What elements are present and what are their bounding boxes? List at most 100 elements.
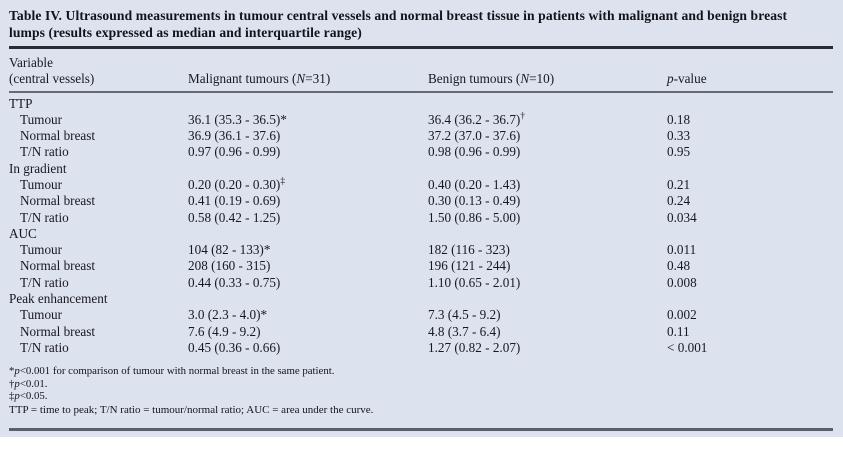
- value-text: 36.4 (36.2 - 36.7): [428, 111, 521, 127]
- malignant-value: 3.0 (2.3 - 4.0)*: [188, 307, 428, 323]
- table-panel: Table IV. Ultrasound measurements in tum…: [0, 0, 843, 437]
- benign-value: 7.3 (4.5 - 9.2): [428, 307, 667, 323]
- title-divider: [9, 46, 833, 49]
- header-malignant-suffix: =31): [305, 70, 331, 86]
- table-row: Tumour 104 (82 - 133)* 182 (116 - 323) 0…: [9, 242, 833, 258]
- value-text: 0.45 (0.36 - 0.66): [188, 339, 281, 355]
- header-divider: [9, 90, 833, 93]
- value-text: 1.27 (0.82 - 2.07): [428, 339, 521, 355]
- malignant-value: 36.9 (36.1 - 37.6): [188, 128, 428, 144]
- value-text: 7.3 (4.5 - 9.2): [428, 307, 501, 323]
- row-label: Tumour: [20, 307, 63, 323]
- footnotes: *p<0.001 for comparison of tumour with n…: [9, 365, 833, 416]
- benign-value: 1.10 (0.65 - 2.01): [428, 275, 667, 291]
- header-pvalue-suffix: -value: [673, 70, 707, 86]
- row-label: Normal breast: [20, 193, 96, 209]
- table-row: Tumour 0.20 (0.20 - 0.30)‡ 0.40 (0.20 - …: [9, 177, 833, 193]
- benign-value: 4.8 (3.7 - 6.4): [428, 324, 667, 340]
- table-row: Normal breast 36.9 (36.1 - 37.6) 37.2 (3…: [9, 128, 833, 144]
- row-label: T/N ratio: [20, 339, 69, 355]
- footnote-star: *p<0.001 for comparison of tumour with n…: [9, 365, 833, 377]
- value-text: 36.9 (36.1 - 37.6): [188, 128, 281, 144]
- header-benign-n: N: [520, 70, 530, 86]
- table-row: T/N ratio 0.44 (0.33 - 0.75) 1.10 (0.65 …: [9, 275, 833, 291]
- table-row: T/N ratio 0.45 (0.36 - 0.66) 1.27 (0.82 …: [9, 340, 833, 356]
- footnote-text: <0.01.: [19, 377, 48, 390]
- header-benign-suffix: =10): [529, 70, 555, 86]
- value-text: 0.30 (0.13 - 0.49): [428, 193, 521, 209]
- benign-value: 36.4 (36.2 - 36.7)†: [428, 112, 667, 128]
- table-row: Normal breast 0.41 (0.19 - 0.69) 0.30 (0…: [9, 193, 833, 209]
- row-label: T/N ratio: [20, 144, 69, 160]
- section-header-row-in-gradient: In gradient: [9, 161, 833, 177]
- footnote-text: <0.001 for comparison of tumour with nor…: [19, 365, 335, 378]
- p-value: 0.011: [667, 242, 697, 258]
- section-label: In gradient: [9, 160, 67, 176]
- table-row: T/N ratio 0.58 (0.42 - 1.25) 1.50 (0.86 …: [9, 210, 833, 226]
- value-text: 7.6 (4.9 - 9.2): [188, 323, 261, 339]
- section-label: Peak enhancement: [9, 291, 108, 307]
- value-text: 36.1 (35.3 - 36.5)*: [188, 111, 287, 127]
- benign-value: 0.98 (0.96 - 0.99): [428, 144, 667, 160]
- header-variable-line2: (central vessels): [9, 70, 95, 86]
- table-row: Tumour 36.1 (35.3 - 36.5)* 36.4 (36.2 - …: [9, 112, 833, 128]
- malignant-value: 208 (160 - 315): [188, 258, 428, 274]
- malignant-value: 36.1 (35.3 - 36.5)*: [188, 112, 428, 128]
- malignant-value: 0.44 (0.33 - 0.75): [188, 275, 428, 291]
- section-header-row-peak-enhancement: Peak enhancement: [9, 291, 833, 307]
- value-text: 1.10 (0.65 - 2.01): [428, 274, 521, 290]
- p-value: 0.48: [667, 258, 691, 274]
- malignant-value: 0.45 (0.36 - 0.66): [188, 340, 428, 356]
- table-header: Variable (central vessels) Malignant tum…: [9, 55, 833, 87]
- row-label: T/N ratio: [20, 209, 69, 225]
- p-value: 0.18: [667, 111, 691, 127]
- malignant-value: 0.58 (0.42 - 1.25): [188, 210, 428, 226]
- footnote-symbol: ‡: [9, 389, 15, 402]
- malignant-value: 0.41 (0.19 - 0.69): [188, 193, 428, 209]
- footnote-double-dagger: ‡p<0.05.: [9, 390, 833, 402]
- value-text: 0.98 (0.96 - 0.99): [428, 144, 521, 160]
- malignant-value: 104 (82 - 133)*: [188, 242, 428, 258]
- row-label: Normal breast: [20, 323, 96, 339]
- bottom-divider: [9, 428, 833, 431]
- value-text: 0.40 (0.20 - 1.43): [428, 176, 521, 192]
- section-label: TTP: [9, 95, 33, 111]
- header-benign: Benign tumours (N=10): [428, 71, 667, 87]
- header-variable: Variable (central vessels): [9, 55, 188, 87]
- benign-value: 0.40 (0.20 - 1.43): [428, 177, 667, 193]
- value-text: 0.20 (0.20 - 0.30): [188, 176, 281, 192]
- malignant-value: 0.20 (0.20 - 0.30)‡: [188, 177, 428, 193]
- benign-value: 1.50 (0.86 - 5.00): [428, 210, 667, 226]
- header-pvalue: p-value: [667, 71, 833, 87]
- p-value: 0.24: [667, 193, 691, 209]
- footnote-symbol: †: [9, 377, 15, 390]
- value-text: 4.8 (3.7 - 6.4): [428, 323, 501, 339]
- p-value: 0.33: [667, 128, 691, 144]
- value-text: 1.50 (0.86 - 5.00): [428, 209, 521, 225]
- malignant-value: 0.97 (0.96 - 0.99): [188, 144, 428, 160]
- value-text: 196 (121 - 244): [428, 258, 511, 274]
- benign-value: 196 (121 - 244): [428, 258, 667, 274]
- table-row: T/N ratio 0.97 (0.96 - 0.99) 0.98 (0.96 …: [9, 144, 833, 160]
- value-text: 104 (82 - 133)*: [188, 242, 271, 258]
- benign-value: 0.30 (0.13 - 0.49): [428, 193, 667, 209]
- row-label: Normal breast: [20, 128, 96, 144]
- benign-value: 182 (116 - 323): [428, 242, 667, 258]
- section-label: AUC: [9, 225, 37, 241]
- header-malignant-n: N: [296, 70, 306, 86]
- row-label: Normal breast: [20, 258, 96, 274]
- table-title: Table IV. Ultrasound measurements in tum…: [9, 8, 788, 40]
- footnote-dagger: †p<0.01.: [9, 378, 833, 390]
- footnote-symbol: *: [9, 365, 15, 378]
- benign-value: 37.2 (37.0 - 37.6): [428, 128, 667, 144]
- row-label: T/N ratio: [20, 274, 69, 290]
- footnote-abbreviations: TTP = time to peak; T/N ratio = tumour/n…: [9, 404, 374, 417]
- header-benign-text: Benign tumours (: [428, 70, 521, 86]
- benign-value: 1.27 (0.82 - 2.07): [428, 340, 667, 356]
- p-value: 0.034: [667, 209, 697, 225]
- row-label: Tumour: [20, 176, 63, 192]
- value-text: 208 (160 - 315): [188, 258, 271, 274]
- table-row: Normal breast 7.6 (4.9 - 9.2) 4.8 (3.7 -…: [9, 324, 833, 340]
- p-value: 0.21: [667, 176, 691, 192]
- malignant-superscript: ‡: [280, 176, 286, 187]
